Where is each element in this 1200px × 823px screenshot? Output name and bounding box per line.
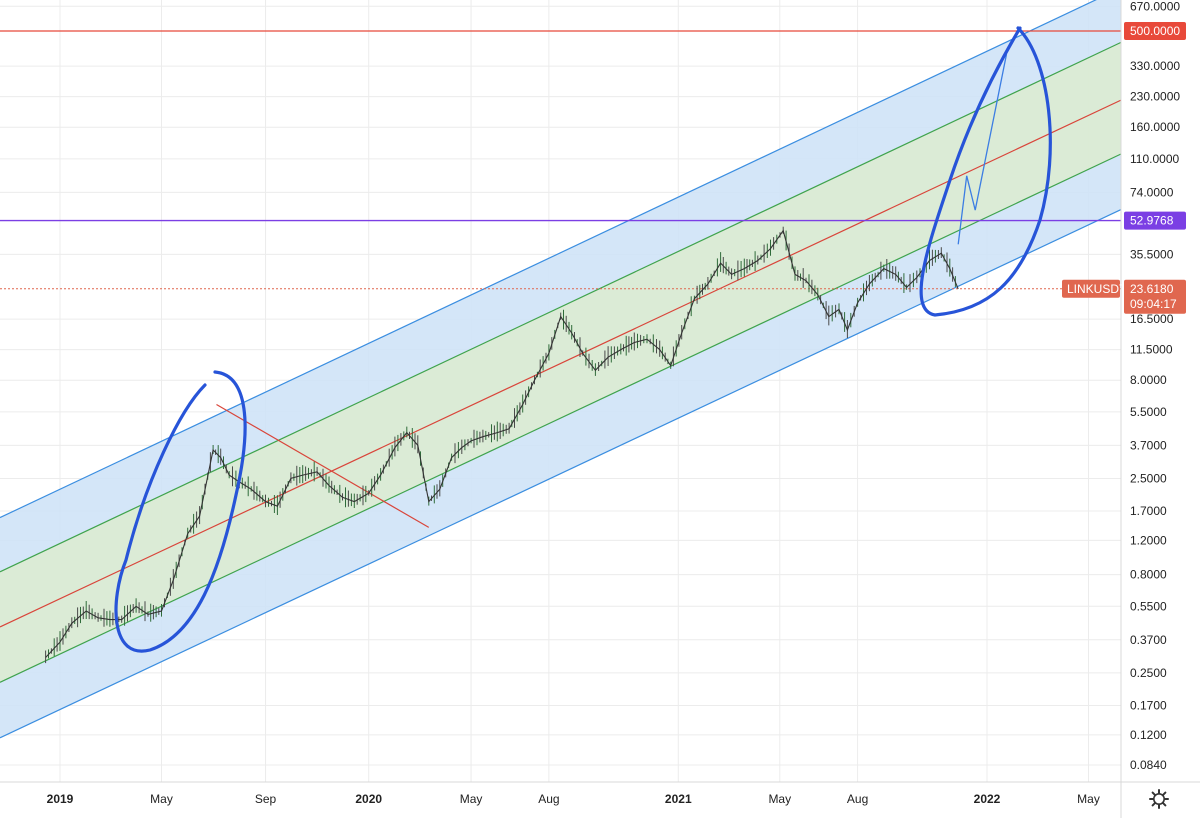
trend-line [216,403,430,528]
price-series [45,226,959,664]
level-price-tag [1124,211,1186,230]
time-tick-label: 2022 [974,792,1001,806]
time-tick-label: 2021 [665,792,692,806]
time-tick-label: May [460,792,483,806]
level-price-tag-text: 52.9768 [1130,214,1174,228]
price-tick-label: 0.1700 [1130,698,1167,712]
price-close-line [45,229,959,658]
price-tick-label: 11.5000 [1130,343,1173,357]
price-tick-label: 160.0000 [1130,120,1180,134]
projection-zigzag [957,54,1008,245]
price-tick-label: 5.5000 [1130,405,1167,419]
channel-inner-lower-line [0,153,1122,683]
price-tick-label: 0.1200 [1130,728,1167,742]
settings-gear-icon[interactable] [1148,788,1170,810]
price-tick-label: 35.5000 [1130,247,1174,261]
current-price-tag [1124,279,1186,314]
level-price-tag-text: 500.0000 [1130,24,1180,38]
price-tick-label: 0.5500 [1130,599,1167,613]
time-tick-label: Aug [847,792,868,806]
channel-upper-line [0,0,1097,519]
time-tick-label: May [1077,792,1100,806]
level-price-tag [1124,22,1186,40]
price-axis[interactable]: 670.0000 330.0000 230.0000 160.0000 110.0000… [1130,0,1180,772]
time-tick-label: May [150,792,173,806]
hand-drawn-annotations [114,26,1052,653]
countdown-text: 09:04:17 [1130,297,1177,311]
price-tick-label: 0.8000 [1130,568,1167,582]
annotation-loop-2019 [114,370,247,653]
price-tick-label: 230.0000 [1130,90,1180,104]
channel-inner-upper-line [0,41,1122,573]
symbol-tag [1062,279,1120,298]
horizontal-levels [0,30,1121,290]
price-tick-label: 2.5000 [1130,471,1167,485]
channel-inner-band [0,42,1121,683]
current-price-text: 23.6180 [1130,282,1174,296]
time-tick-label: May [768,792,791,806]
annotation-loop-2021 [919,26,1052,317]
price-tick-label: 74.0000 [1130,185,1174,199]
price-tick-label: 1.7000 [1130,504,1167,518]
time-tick-label: 2019 [47,792,74,806]
projection-path [957,54,1008,245]
price-tick-label: 110.0000 [1130,152,1179,166]
price-tick-label: 0.0840 [1130,758,1167,772]
price-tick-label: 670.0000 [1130,0,1180,13]
diagonal-trend-line [216,403,430,528]
channel-mid-line [0,99,1122,628]
symbol-tag-text: LINKUSDT [1067,282,1127,296]
price-tick-label: 0.3700 [1130,633,1167,647]
price-tick-label: 1.2000 [1130,533,1167,547]
price-tick-label: 0.2500 [1130,666,1167,680]
channel-lower-line [0,209,1122,739]
price-tick-label: 330.0000 [1130,59,1180,73]
regression-channel [0,0,1122,739]
price-tick-label: 16.5000 [1130,312,1174,326]
price-tick-label: 8.0000 [1130,373,1167,387]
time-tick-label: Aug [538,792,559,806]
time-tick-label: 2020 [355,792,382,806]
price-tick-label: 3.7000 [1130,438,1167,452]
time-tick-label: Sep [255,792,277,806]
time-axis[interactable]: 2019 May Sep 2020 May Aug 2021 May Aug 2022 May [47,792,1100,806]
